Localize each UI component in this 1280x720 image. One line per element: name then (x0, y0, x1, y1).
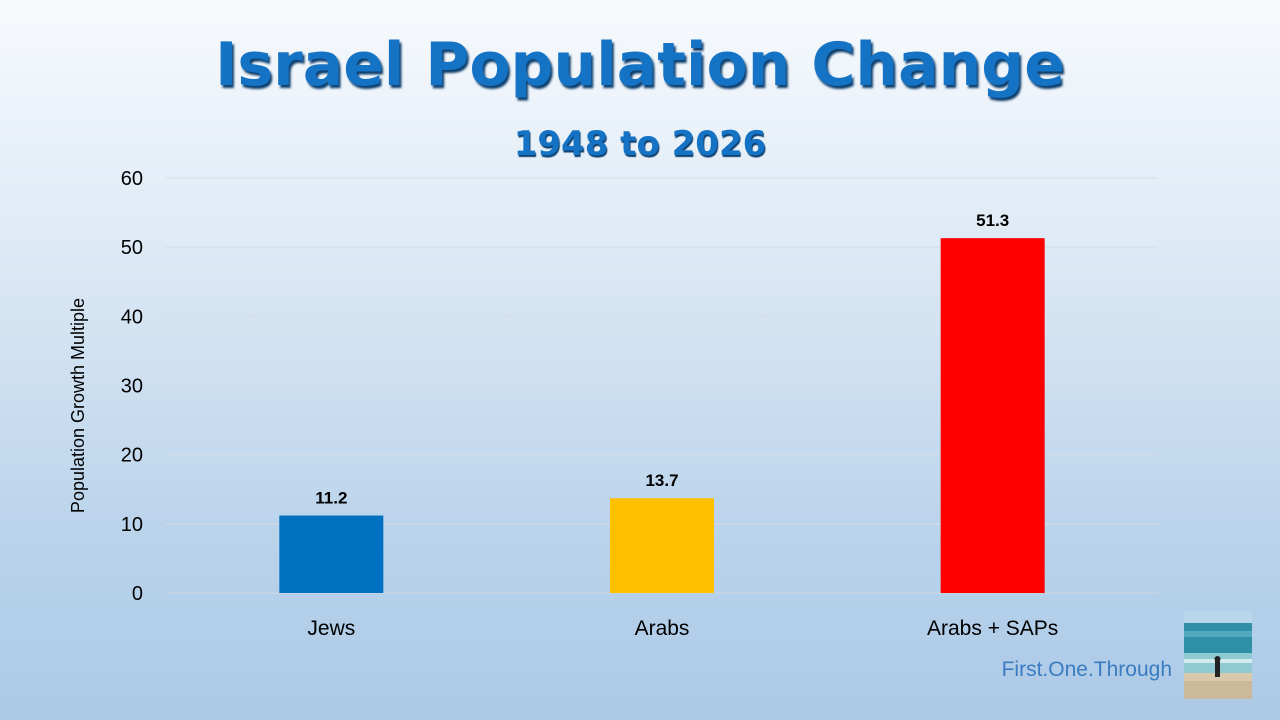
y-tick-label: 20 (121, 445, 143, 467)
data-label: 51.3 (976, 211, 1009, 230)
data-label: 13.7 (645, 471, 678, 490)
bar-arabs-saps (940, 238, 1045, 594)
bar-jews (279, 515, 384, 593)
y-axis-title: Population Growth Multiple (68, 298, 88, 513)
y-tick-label: 0 (132, 583, 143, 605)
y-tick-label: 10 (121, 514, 143, 536)
y-tick-label: 30 (121, 376, 143, 398)
x-tick-label: Arabs + SAPs (927, 617, 1058, 640)
chart-subtitle: 1948 to 2026 (513, 124, 767, 164)
chart-title: Israel Population Change (215, 30, 1065, 100)
x-tick-label: Arabs (635, 617, 690, 640)
y-tick-label: 60 (121, 168, 143, 190)
data-label: 11.2 (315, 489, 347, 508)
credit-text: First.One.Through (1001, 658, 1172, 681)
y-tick-label: 40 (121, 306, 143, 328)
beach-photo (1184, 611, 1252, 699)
bar-arabs (610, 498, 714, 593)
x-tick-label: Jews (307, 617, 355, 640)
y-tick-label: 50 (121, 237, 143, 259)
